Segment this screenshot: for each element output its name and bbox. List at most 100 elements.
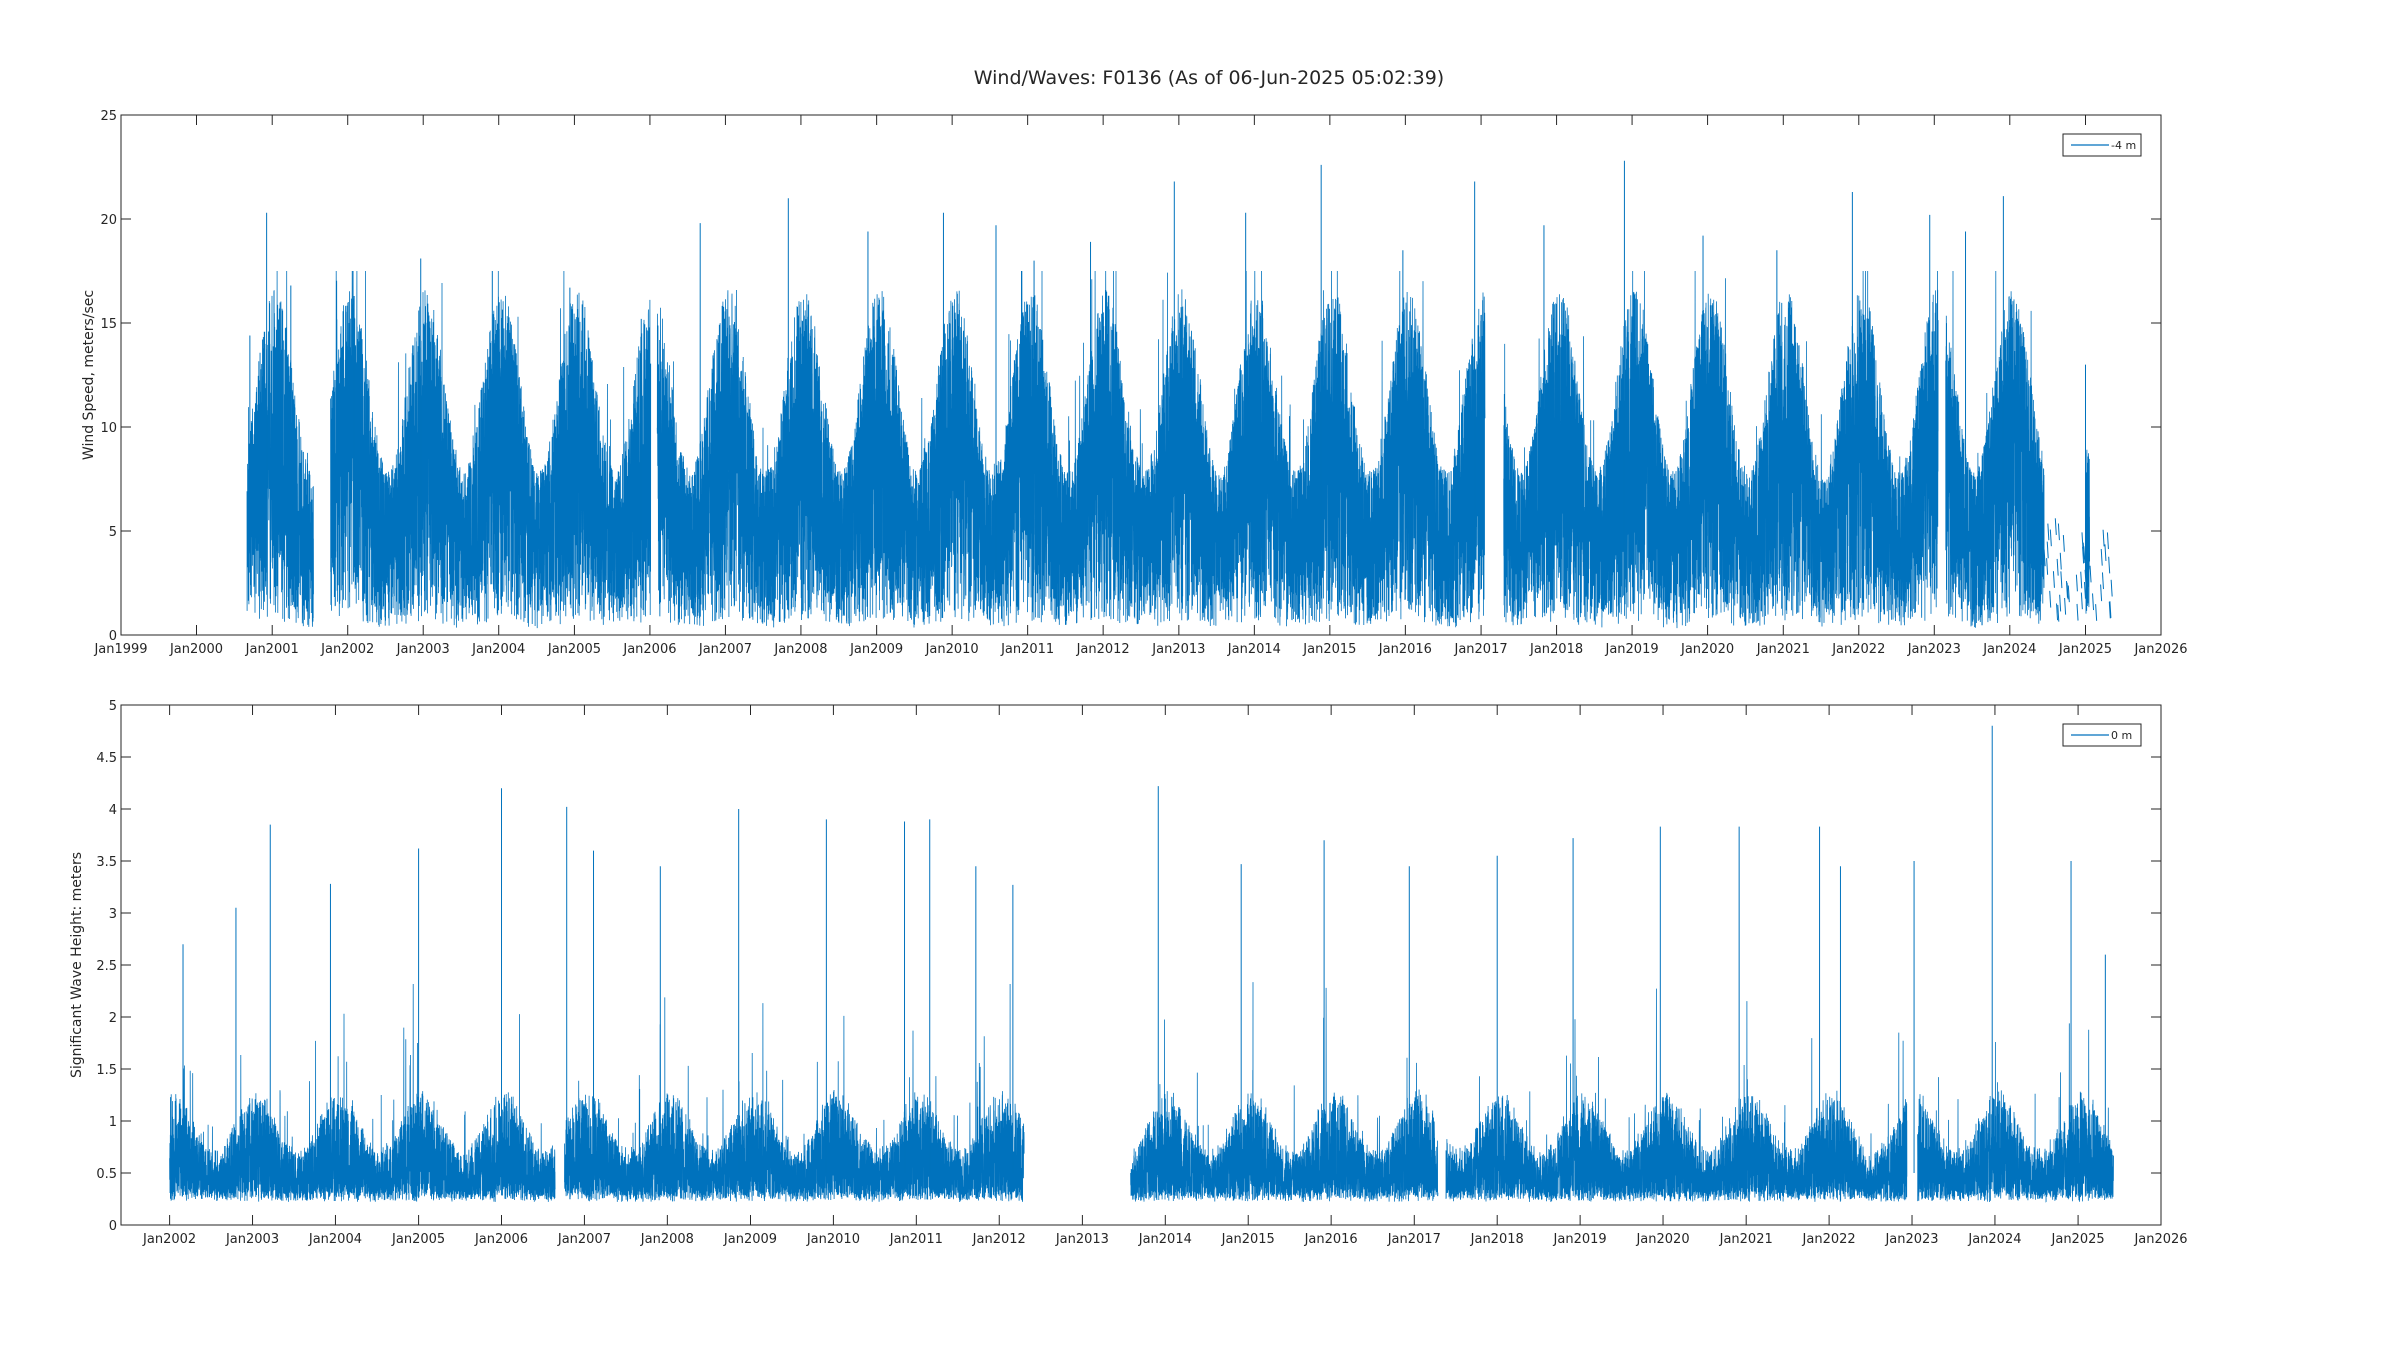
y-tick-label: 3.5 bbox=[96, 855, 117, 870]
x-tick-label: Jan2001 bbox=[245, 642, 299, 657]
sparse-sample bbox=[2102, 529, 2105, 547]
sparse-sample bbox=[2095, 604, 2098, 621]
x-tick-label: Jan2010 bbox=[925, 642, 979, 657]
x-tick-label: Jan2021 bbox=[1719, 1232, 1773, 1247]
sparse-sample bbox=[2101, 572, 2104, 590]
x-tick-label: Jan2019 bbox=[1605, 642, 1659, 657]
x-tick-label: Jan2013 bbox=[1151, 642, 1205, 657]
sparse-sample bbox=[2100, 584, 2103, 602]
sparse-sample bbox=[2057, 523, 2060, 541]
x-tick-label: Jan2005 bbox=[391, 1232, 445, 1247]
sparse-sample bbox=[2104, 544, 2107, 562]
wave-height-series bbox=[169, 725, 2114, 1203]
figure-title: Wind/Waves: F0136 (As of 06-Jun-2025 05:… bbox=[974, 67, 1444, 89]
x-tick-label: Jan2018 bbox=[1529, 642, 1583, 657]
x-tick-label: Jan2006 bbox=[474, 1232, 528, 1247]
sparse-sample bbox=[2060, 571, 2063, 589]
sparse-sample bbox=[2106, 532, 2109, 550]
sparse-sample bbox=[2057, 604, 2060, 622]
x-tick-label: Jan2017 bbox=[1387, 1232, 1441, 1247]
series-segment bbox=[169, 983, 556, 1202]
x-tick-label: Jan2014 bbox=[1138, 1232, 1192, 1247]
wind-speed-series bbox=[246, 160, 2113, 629]
y-tick-label: 25 bbox=[100, 109, 117, 124]
x-tick-label: Jan2011 bbox=[1000, 642, 1054, 657]
sparse-sample bbox=[2066, 582, 2069, 600]
x-tick-label: Jan2010 bbox=[806, 1232, 860, 1247]
series-segment bbox=[656, 270, 1486, 628]
series-segment bbox=[564, 983, 1025, 1203]
wind-speed-axes: Wind Speed, meters/sec 0 5 10 15 20 25 Jan1999… bbox=[81, 109, 2188, 657]
x-tick-label: Jan2006 bbox=[622, 642, 676, 657]
sparse-sample bbox=[2083, 581, 2086, 599]
x-tick-label: Jan2011 bbox=[889, 1232, 943, 1247]
sparse-sample bbox=[2043, 549, 2046, 567]
wind-speed-legend: -4 m bbox=[2062, 133, 2142, 157]
sparse-sample bbox=[2052, 571, 2055, 588]
x-tick-label: Jan2022 bbox=[1802, 1232, 1856, 1247]
x-tick-label: Jan2005 bbox=[547, 642, 601, 657]
wave-height-legend-label: 0 m bbox=[2111, 729, 2132, 742]
sparse-sample bbox=[2100, 548, 2103, 566]
x-tick-label: Jan2002 bbox=[142, 1232, 196, 1247]
x-tick-label: Jan2015 bbox=[1302, 642, 1356, 657]
x-tick-label: Jan2021 bbox=[1756, 642, 1810, 657]
sparse-sample bbox=[2108, 601, 2111, 619]
y-tick-label: 0 bbox=[109, 1219, 117, 1234]
x-tick-label: Jan2019 bbox=[1553, 1232, 1607, 1247]
sparse-sample bbox=[2110, 579, 2113, 597]
sparse-sample bbox=[2049, 529, 2052, 547]
y-tick-label: 2 bbox=[109, 1011, 117, 1026]
y-tick-label: 0 bbox=[109, 629, 117, 644]
x-tick-label: Jan2015 bbox=[1221, 1232, 1275, 1247]
x-tick-label: Jan2000 bbox=[169, 642, 223, 657]
sparse-sample bbox=[2062, 535, 2065, 552]
x-tick-label: Jan2016 bbox=[1304, 1232, 1358, 1247]
x-tick-label: Jan2012 bbox=[972, 1232, 1026, 1247]
series-segment bbox=[2085, 449, 2091, 614]
sparse-sample bbox=[2056, 558, 2059, 576]
y-tick-label: 10 bbox=[100, 421, 117, 436]
x-tick-label: Jan2008 bbox=[640, 1232, 694, 1247]
wave-height-axes: Significant Wave Height: meters 0 0.5 1 1.5… bbox=[69, 699, 2188, 1247]
sparse-sample bbox=[2067, 585, 2070, 603]
x-tick-label: Jan2009 bbox=[849, 642, 903, 657]
x-tick-label: Jan2025 bbox=[2051, 1232, 2105, 1247]
y-tick-label: 0.5 bbox=[96, 1167, 117, 1182]
x-tick-label: Jan2002 bbox=[320, 642, 374, 657]
x-tick-label: Jan2022 bbox=[1831, 642, 1885, 657]
x-tick-label: Jan2017 bbox=[1454, 642, 1508, 657]
wind-speed-legend-label: -4 m bbox=[2111, 139, 2136, 152]
series-segment bbox=[1445, 988, 1908, 1202]
series-segment bbox=[330, 270, 652, 629]
x-tick-label: Jan2007 bbox=[557, 1232, 611, 1247]
sparse-sample bbox=[2047, 523, 2050, 541]
y-tick-label: 5 bbox=[109, 699, 117, 714]
y-tick-label: 4 bbox=[109, 803, 117, 818]
sparse-sample bbox=[2049, 590, 2052, 608]
x-tick-label: Jan1999 bbox=[93, 642, 147, 657]
series-segment bbox=[1945, 270, 2045, 628]
sparse-sample bbox=[2065, 581, 2068, 598]
x-tick-label: Jan2026 bbox=[2133, 642, 2187, 657]
sparse-sample bbox=[2046, 541, 2049, 559]
x-tick-label: Jan2012 bbox=[1076, 642, 1130, 657]
sparse-sample bbox=[2080, 592, 2083, 610]
x-tick-label: Jan2024 bbox=[1982, 642, 2036, 657]
y-tick-label: 20 bbox=[100, 213, 117, 228]
sparse-sample bbox=[2046, 558, 2049, 575]
x-tick-label: Jan2008 bbox=[773, 642, 827, 657]
sparse-sample bbox=[2076, 603, 2079, 621]
x-tick-label: Jan2003 bbox=[225, 1232, 279, 1247]
x-tick-label: Jan2016 bbox=[1378, 642, 1432, 657]
x-tick-label: Jan2014 bbox=[1227, 642, 1281, 657]
wave-height-ticks: 0 0.5 1 1.5 2 2.5 3 3.5 4 4.5 5 Jan2002 Jan2003 Jan20… bbox=[96, 699, 2187, 1247]
sparse-sample bbox=[2075, 574, 2078, 592]
y-tick-label: 4.5 bbox=[96, 751, 117, 766]
sparse-sample bbox=[2080, 571, 2083, 589]
wind-speed-axes-frame bbox=[120, 114, 2162, 636]
series-segment bbox=[1917, 1023, 2114, 1203]
wave-height-y-axis-label: Significant Wave Height: meters bbox=[69, 852, 85, 1078]
